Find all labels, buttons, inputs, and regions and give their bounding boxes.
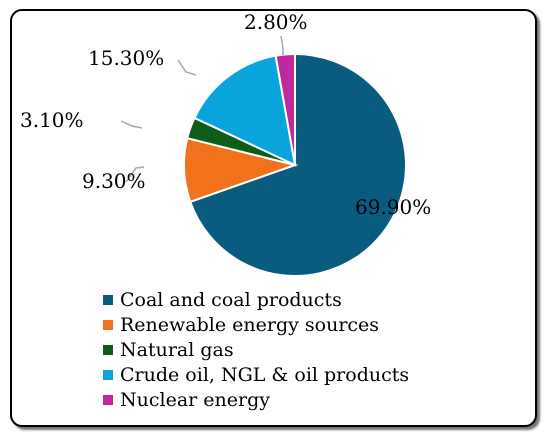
leader-line-3 [120, 120, 143, 129]
data-label-5: 2.80% [244, 10, 308, 34]
legend-label-5: Nuclear energy [120, 389, 270, 411]
legend-swatch-2 [103, 320, 113, 330]
data-label-1: 69.90% [355, 195, 431, 219]
legend-label-3: Natural gas [120, 339, 234, 361]
leader-line-5 [280, 35, 284, 55]
legend: Coal and coal products Renewable energy s… [103, 289, 409, 411]
data-label-2: 9.30% [82, 169, 146, 193]
pie-slice-5 [274, 52, 296, 166]
legend-label-4: Crude oil, NGL & oil products [120, 364, 409, 386]
data-label-4: 15.30% [88, 46, 164, 70]
legend-swatch-5 [103, 395, 113, 405]
leader-lines [120, 35, 284, 183]
pie-slice-1 [189, 52, 407, 277]
legend-label-2: Renewable energy sources [120, 314, 379, 336]
legend-swatch-4 [103, 370, 113, 380]
data-label-3: 3.10% [20, 108, 84, 132]
pie-slices [183, 52, 407, 277]
legend-label-1: Coal and coal products [120, 289, 342, 311]
data-labels: 69.90% 9.30% 3.10% 15.30% 2.80% [20, 10, 431, 219]
legend-swatch-3 [103, 345, 113, 355]
leader-line-2 [125, 166, 145, 183]
leader-line-4 [177, 59, 197, 76]
pie-slice-4 [193, 54, 297, 167]
legend-swatch-1 [103, 295, 113, 305]
